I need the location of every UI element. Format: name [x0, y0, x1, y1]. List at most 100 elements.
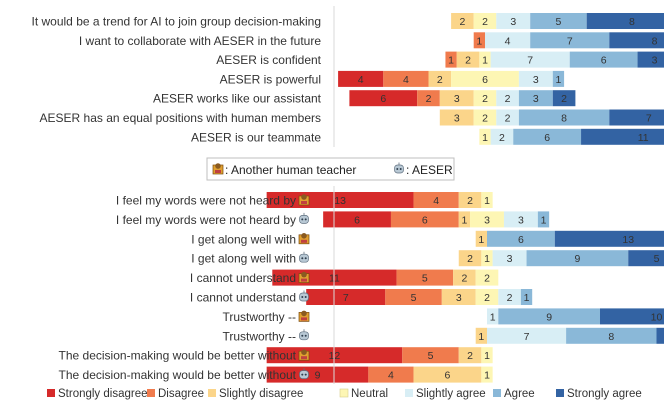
bar-value-label: 7: [567, 35, 573, 47]
human-icon: [298, 194, 310, 206]
bar-segment: [496, 90, 519, 107]
bar-segment: [413, 192, 459, 208]
bar-value-label: 3: [507, 253, 513, 265]
row-label: The decision-making would be better with…: [59, 349, 297, 363]
robot-icon-eye: [396, 168, 399, 170]
bar-segment: [537, 211, 550, 228]
legend-item: Neutral: [339, 388, 388, 400]
legend-swatch: [47, 389, 55, 397]
bar-segment: [526, 250, 629, 267]
bar-segment: [566, 327, 657, 344]
robot-icon: [299, 212, 309, 224]
bar-value-label: 4: [358, 74, 364, 86]
bar-value-label: 1: [461, 214, 467, 226]
bar-segment: [496, 109, 519, 126]
row-label: AESER is our teammate: [191, 130, 321, 144]
row-label: I get along well with: [191, 252, 296, 266]
bar-segment: [306, 289, 386, 305]
bar-value-label: 2: [505, 93, 511, 105]
bar-value-label: 2: [482, 113, 488, 125]
bar-value-label: 8: [652, 35, 658, 47]
legend-label: Slightly disagree: [219, 388, 303, 400]
bar-segment: [458, 211, 471, 228]
robot-icon-eye: [304, 296, 307, 298]
legend-item: Slightly agree: [405, 388, 486, 400]
bar-value-label: 1: [541, 214, 547, 226]
bar-value-label: 3: [484, 214, 490, 226]
bar-value-label: 13: [334, 195, 346, 207]
human-icon: [298, 271, 310, 283]
row-label: Trustworthy --: [222, 310, 296, 324]
top-row-4: 6 2 3 2 2 3 2 AESER works like our assistant: [153, 90, 576, 107]
row-label: I feel my words were not heard by: [116, 213, 296, 227]
bar-segment: [428, 70, 452, 87]
bar-value-label: 3: [454, 113, 460, 125]
row-label: AESER is confident: [216, 53, 321, 67]
bar-segment: [475, 269, 499, 286]
bar-segment: [581, 128, 664, 145]
bar-value-label: 3: [456, 292, 462, 304]
bottom-row-4: 11 5 2 2 I cannot understand: [190, 269, 499, 286]
row-label: The decision-making would be better with…: [59, 368, 297, 382]
bar-value-label: 7: [343, 292, 349, 304]
bar-value-label: 2: [482, 93, 488, 105]
bar-segment: [417, 90, 440, 107]
bottom-row-7: 1784Trustworthy --: [222, 327, 664, 344]
top-row-1: 1 4 7 8 I want to collaborate with AESER in …: [79, 32, 664, 49]
bar-value-label: 7: [524, 331, 530, 343]
bar-segment: [490, 128, 514, 145]
bar-segment: [473, 32, 485, 49]
bar-value-label: 3: [652, 55, 658, 67]
human-icon: [298, 310, 310, 322]
top-row-6: 1 2 6 11 AESER is our teammate: [191, 128, 664, 145]
bar-value-label: 4: [433, 195, 439, 207]
bar-value-label: 2: [507, 292, 513, 304]
bar-segment: [390, 211, 459, 228]
bar-segment: [586, 13, 664, 29]
bar-value-label: 6: [380, 93, 386, 105]
bar-segment: [439, 90, 474, 107]
bar-segment: [473, 109, 497, 126]
bar-value-label: 1: [482, 55, 488, 67]
robot-icon-eye: [304, 373, 307, 376]
bar-segment: [490, 51, 570, 68]
legend-label: Agree: [504, 388, 535, 400]
legend-item: Agree: [493, 388, 535, 400]
bar-segment: [383, 70, 429, 87]
robot-icon-head: [299, 215, 309, 224]
bar-value-label: 6: [354, 214, 360, 226]
bar-value-label: 1: [556, 74, 562, 86]
top-row-0: 2 2 3 5 8 It would be a trend for AI to join …: [32, 13, 664, 29]
bar-value-label: 5: [556, 16, 562, 28]
bar-value-label: 6: [518, 234, 524, 246]
bar-value-label: 2: [459, 16, 465, 28]
bar-segment: [349, 90, 418, 107]
bar-segment: [473, 90, 497, 107]
bar-segment: [451, 70, 519, 87]
bar-segment: [475, 230, 487, 247]
robot-icon-eye: [301, 373, 304, 376]
bar-value-label: 1: [476, 35, 482, 47]
bar-segment: [530, 32, 610, 49]
robot-icon-eye: [304, 257, 307, 260]
bar-value-label: 3: [533, 93, 539, 105]
row-label: I get along well with: [191, 232, 296, 246]
bar-value-label: 10: [651, 311, 663, 323]
human-icon-head: [301, 194, 307, 200]
bar-segment: [451, 13, 474, 29]
bar-segment: [498, 289, 521, 305]
bar-segment: [656, 327, 664, 344]
icon-legend-human-label: : Another human teacher: [225, 163, 356, 177]
bar-value-label: 2: [426, 93, 432, 105]
robot-icon-head: [299, 253, 309, 263]
bottom-row-8: 12 5 21 The decision-making would be better…: [59, 347, 493, 364]
bar-value-label: 2: [437, 74, 443, 86]
bar-segment: [458, 192, 482, 208]
bar-value-label: 6: [482, 74, 488, 86]
row-label: I cannot understand: [190, 291, 296, 305]
human-icon-head: [301, 233, 307, 239]
legend-label: Strongly disagree: [58, 388, 148, 400]
bar-segment: [453, 269, 476, 286]
row-label: I want to collaborate with AESER in the …: [79, 34, 321, 48]
